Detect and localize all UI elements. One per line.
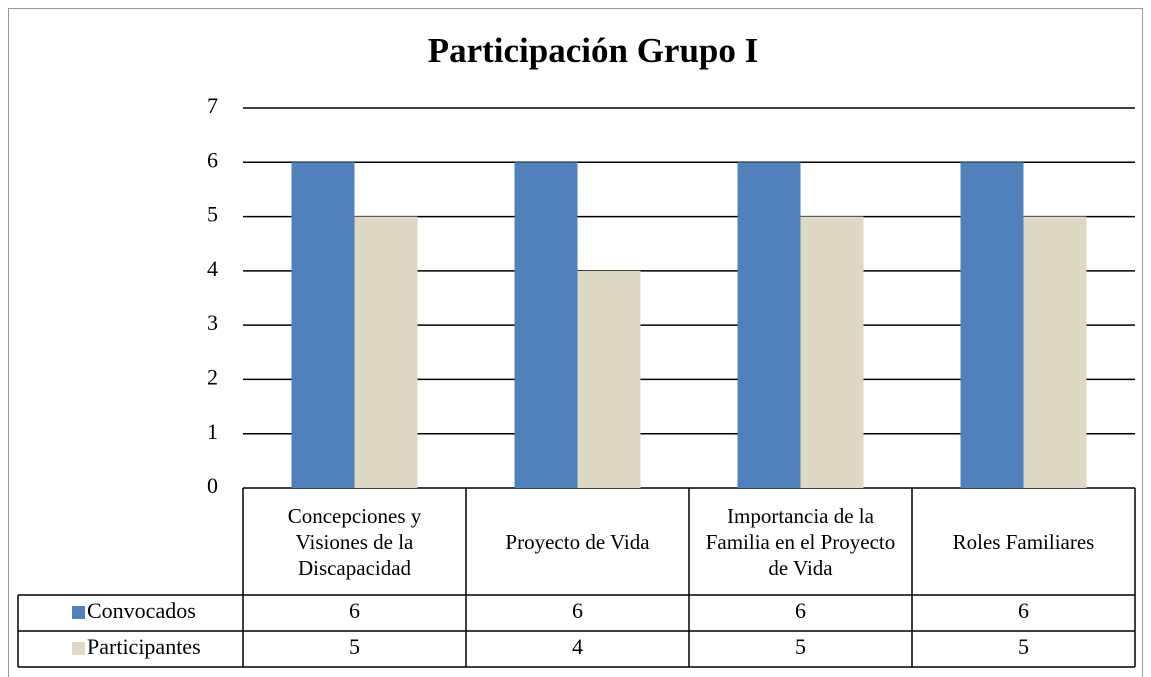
bar — [737, 162, 801, 489]
table-value: 5 — [349, 634, 360, 659]
legend-key — [72, 606, 85, 619]
x-tick-label-box: Roles Familiares — [952, 529, 1095, 554]
table-value: 5 — [795, 634, 806, 659]
y-tick-label: 7 — [207, 93, 218, 118]
x-tick-label: Proyecto de Vida — [505, 529, 650, 554]
table-value: 6 — [795, 598, 806, 623]
y-tick-label: 0 — [207, 473, 218, 498]
y-tick-label: 2 — [207, 364, 218, 389]
bar — [1023, 216, 1087, 489]
y-tick-label: 4 — [207, 256, 218, 281]
x-tick-label-box: Proyecto de Vida — [505, 529, 650, 554]
legend-key — [72, 642, 85, 655]
x-tick-label-box: Concepciones y Visiones de la Discapacid… — [287, 503, 422, 580]
table-value: 6 — [572, 598, 583, 623]
x-tick-label: Importancia de la Familia en el Proyecto… — [705, 503, 896, 580]
bar — [800, 216, 864, 489]
table-value: 4 — [572, 634, 583, 659]
bar — [514, 162, 578, 489]
bar — [291, 162, 355, 489]
legend-label: Convocados — [87, 598, 196, 623]
bar — [960, 162, 1024, 489]
y-tick-label: 6 — [207, 147, 218, 172]
chart-border — [8, 8, 1143, 677]
table-value: 5 — [1018, 634, 1029, 659]
bar — [577, 270, 641, 488]
table-value: 6 — [349, 598, 360, 623]
table-value: 6 — [1018, 598, 1029, 623]
y-tick-label: 3 — [207, 310, 218, 335]
y-tick-label: 5 — [207, 202, 218, 227]
bar — [354, 216, 418, 489]
x-tick-label: Concepciones y Visiones de la Discapacid… — [287, 503, 422, 580]
legend-label: Participantes — [87, 634, 201, 659]
x-tick-label: Roles Familiares — [952, 529, 1095, 554]
y-tick-label: 1 — [207, 419, 218, 444]
chart-title: Participación Grupo I — [428, 31, 759, 70]
x-tick-label-box: Importancia de la Familia en el Proyecto… — [705, 503, 896, 580]
